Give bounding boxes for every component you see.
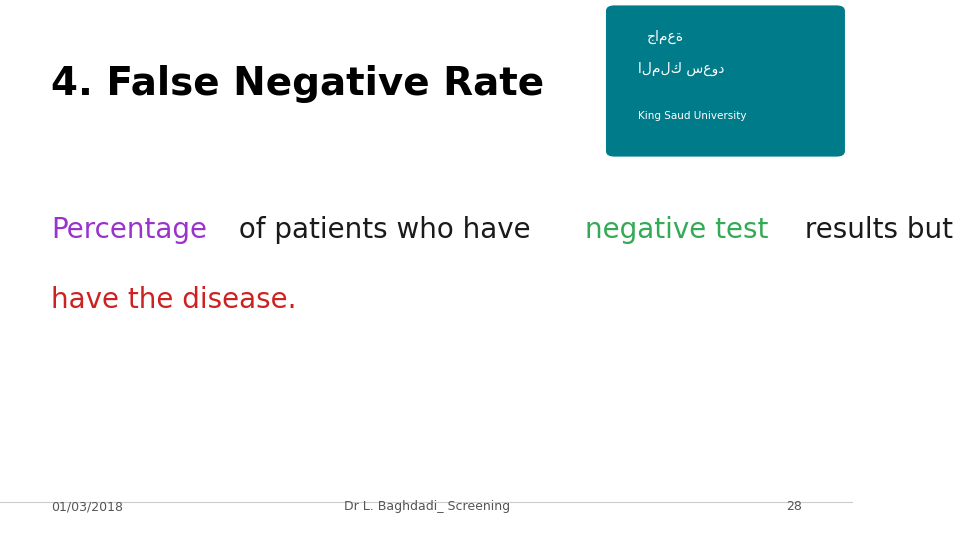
FancyBboxPatch shape [606, 5, 845, 157]
Text: of patients who have: of patients who have [230, 216, 540, 244]
Text: results but: results but [796, 216, 952, 244]
Text: 4. False Negative Rate: 4. False Negative Rate [51, 65, 544, 103]
Text: King Saud University: King Saud University [638, 111, 747, 121]
Text: Percentage: Percentage [51, 216, 207, 244]
Text: Dr L. Baghdadi_ Screening: Dr L. Baghdadi_ Screening [344, 500, 510, 513]
Text: 28: 28 [786, 500, 803, 513]
Text: الملك سعود: الملك سعود [638, 62, 725, 76]
Text: negative test: negative test [586, 216, 769, 244]
Text: have the disease.: have the disease. [51, 286, 297, 314]
Text: 01/03/2018: 01/03/2018 [51, 500, 123, 513]
Text: جامعة: جامعة [647, 30, 684, 44]
